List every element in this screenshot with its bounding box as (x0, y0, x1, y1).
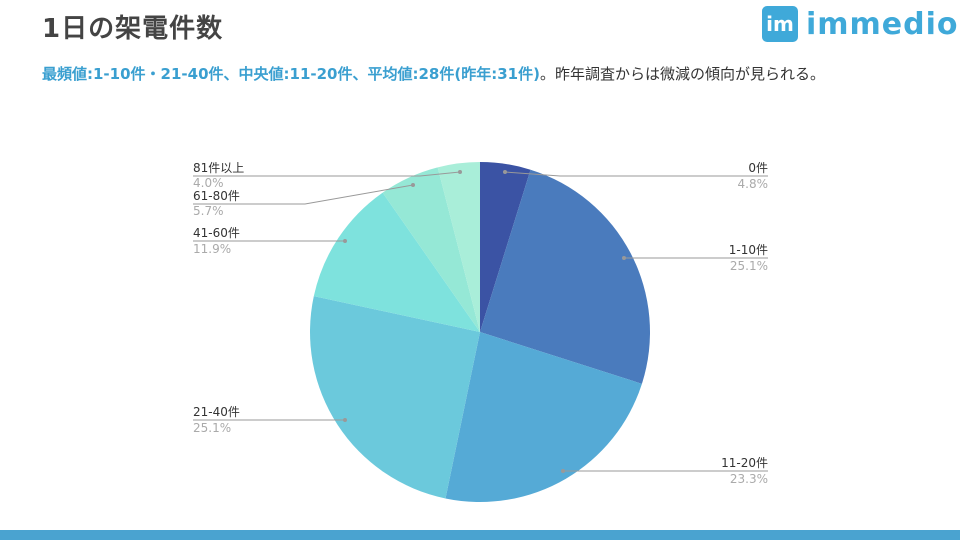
description-highlight: 最頻値:1-10件・21-40件、中央値:11-20件、平均値:28件(昨年:3… (42, 65, 540, 83)
pie-slice-1 (480, 169, 650, 384)
pie-slice-0 (480, 162, 531, 332)
pie-slice-4 (313, 192, 480, 332)
value-label-4: 11.9% (193, 242, 231, 256)
category-label-6: 81件以上 (193, 161, 244, 175)
category-label-4: 41-60件 (193, 226, 240, 240)
value-label-0: 4.8% (738, 177, 769, 191)
category-label-2: 11-20件 (721, 456, 768, 470)
category-label-5: 61-80件 (193, 189, 240, 203)
immedio-logo: im immedio (762, 6, 959, 42)
value-label-3: 25.1% (193, 421, 231, 435)
value-label-6: 4.0% (193, 176, 224, 190)
value-label-2: 23.3% (730, 472, 768, 486)
footer-bar (0, 530, 960, 540)
description: 最頻値:1-10件・21-40件、中央値:11-20件、平均値:28件(昨年:3… (42, 62, 922, 87)
category-label-0: 0件 (748, 161, 768, 175)
page-title: 1日の架電件数 (42, 14, 224, 44)
leader-line-5 (193, 184, 414, 205)
pie-slice-6 (437, 162, 480, 332)
logo-text: immedio (806, 6, 959, 42)
leader-line-0 (504, 171, 768, 177)
value-label-1: 25.1% (730, 259, 768, 273)
category-label-1: 1-10件 (729, 243, 768, 257)
description-rest: 。昨年調査からは微減の傾向が見られる。 (539, 65, 825, 83)
pie-slice-5 (382, 167, 480, 332)
leader-line-6 (193, 171, 461, 177)
pie-slice-3 (310, 296, 480, 499)
value-label-5: 5.7% (193, 204, 224, 218)
pie-slice-2 (445, 332, 642, 502)
category-label-3: 21-40件 (193, 405, 240, 419)
logo-mark-icon: im (762, 6, 798, 42)
